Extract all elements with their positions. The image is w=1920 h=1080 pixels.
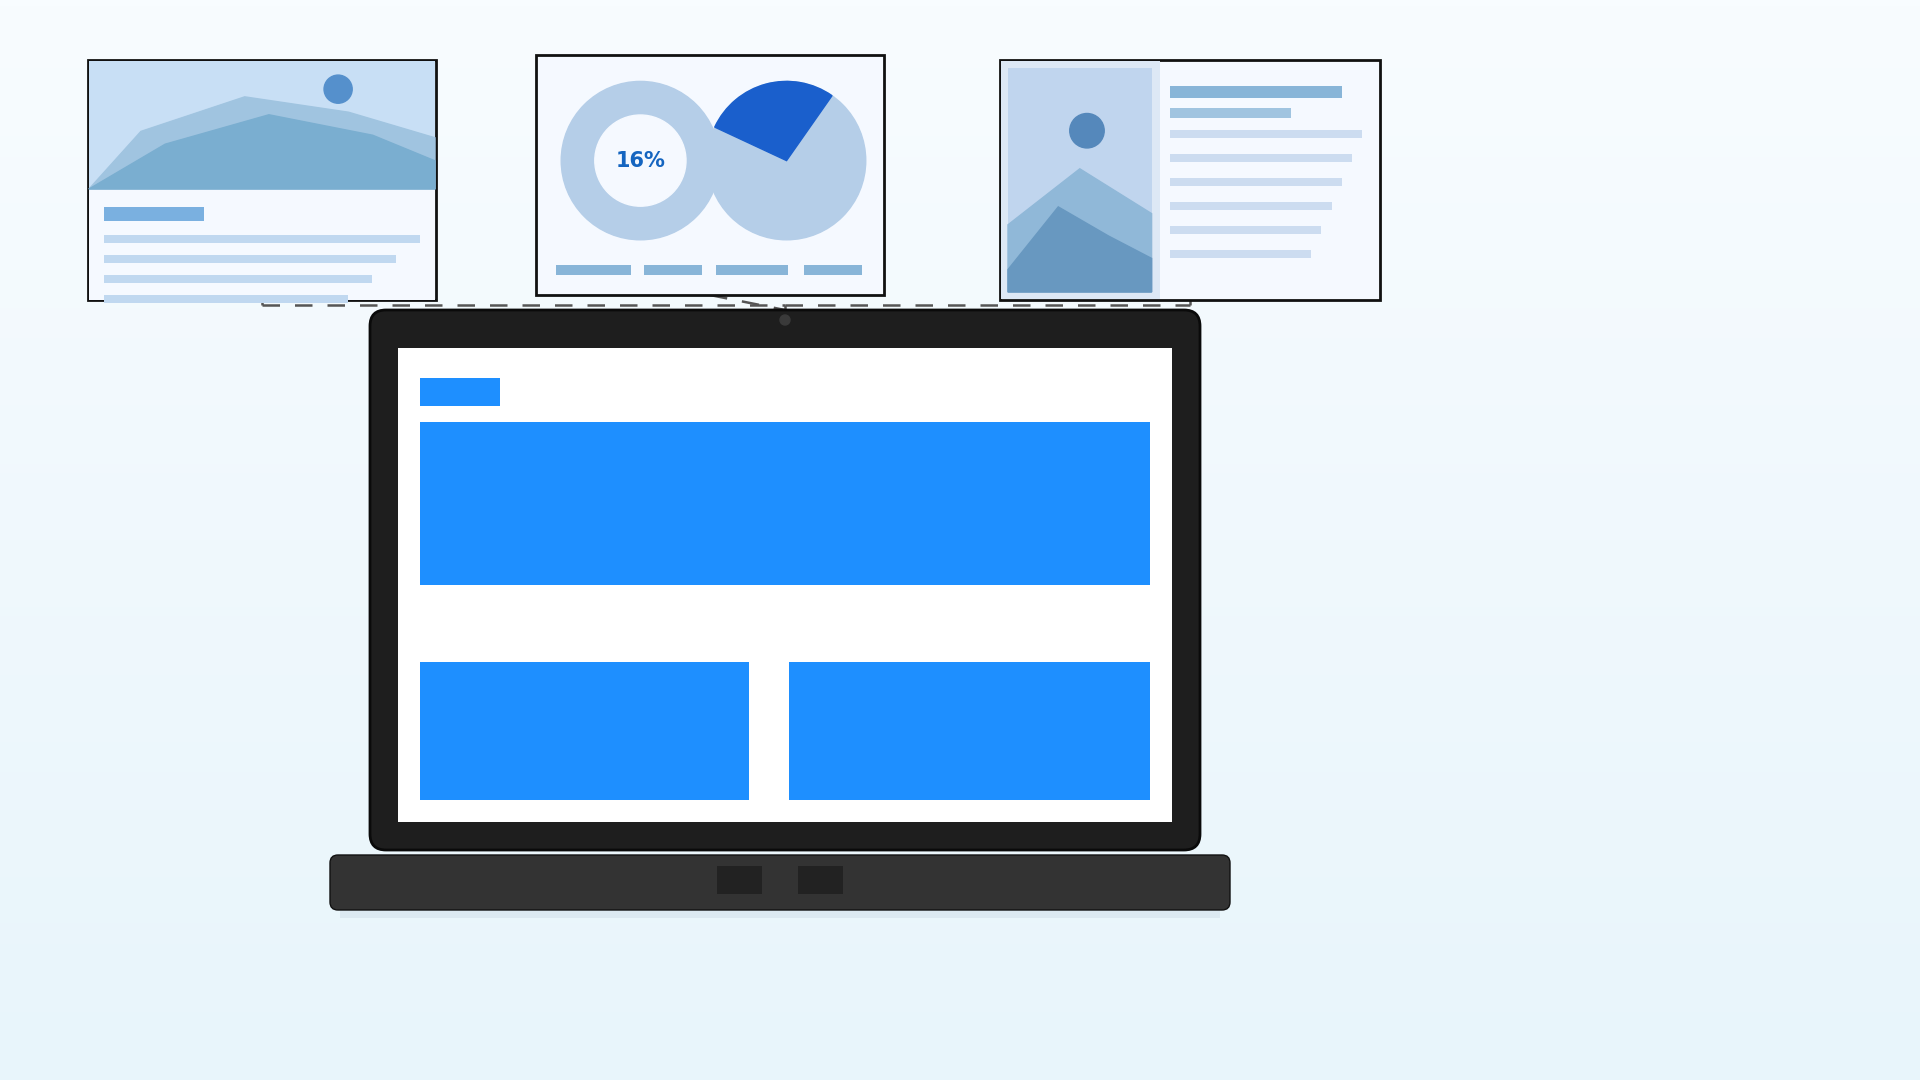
Bar bbox=[1000, 60, 1380, 300]
Polygon shape bbox=[1008, 207, 1152, 292]
Bar bbox=[1169, 202, 1332, 210]
Polygon shape bbox=[88, 97, 436, 189]
Polygon shape bbox=[88, 114, 436, 189]
Bar bbox=[104, 255, 396, 264]
Circle shape bbox=[707, 81, 866, 240]
Bar bbox=[536, 55, 883, 295]
Bar bbox=[557, 265, 632, 275]
Bar bbox=[420, 662, 749, 800]
Bar bbox=[420, 422, 1150, 585]
Bar bbox=[1169, 249, 1311, 258]
FancyBboxPatch shape bbox=[371, 310, 1200, 850]
Bar bbox=[1000, 60, 1160, 299]
Bar bbox=[340, 908, 1219, 918]
Bar bbox=[716, 866, 762, 893]
Bar bbox=[716, 265, 787, 275]
Bar bbox=[420, 378, 499, 406]
Bar bbox=[88, 189, 436, 300]
Bar bbox=[1169, 154, 1352, 162]
Bar bbox=[104, 275, 372, 283]
Circle shape bbox=[1069, 113, 1104, 148]
Bar bbox=[1169, 86, 1342, 98]
FancyBboxPatch shape bbox=[330, 855, 1231, 910]
Bar bbox=[397, 348, 1171, 822]
Bar bbox=[104, 235, 420, 243]
Circle shape bbox=[561, 81, 720, 240]
Bar bbox=[88, 60, 436, 189]
Text: 16%: 16% bbox=[616, 150, 666, 171]
Bar bbox=[1008, 68, 1152, 292]
Circle shape bbox=[324, 76, 351, 104]
Polygon shape bbox=[1008, 168, 1152, 292]
Wedge shape bbox=[714, 81, 831, 161]
Bar bbox=[104, 207, 204, 221]
Bar bbox=[88, 60, 436, 300]
Bar bbox=[804, 265, 862, 275]
Bar bbox=[1169, 130, 1361, 138]
Bar bbox=[799, 866, 843, 893]
Bar bbox=[1169, 108, 1290, 118]
Circle shape bbox=[595, 114, 685, 206]
Bar bbox=[789, 662, 1150, 800]
Bar bbox=[643, 265, 703, 275]
Bar bbox=[1169, 178, 1342, 186]
Circle shape bbox=[780, 315, 789, 325]
Bar bbox=[104, 295, 348, 303]
Bar bbox=[1169, 226, 1321, 234]
